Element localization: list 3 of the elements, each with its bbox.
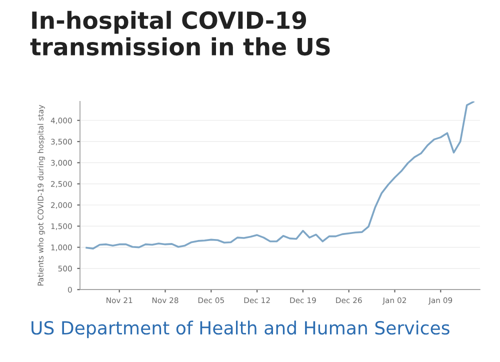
text: US Department of Health and Human Services [32,320,450,338]
chart-title: In-hospital COVID-19 transmission in the US [30,10,330,56]
line-series [86,101,474,250]
